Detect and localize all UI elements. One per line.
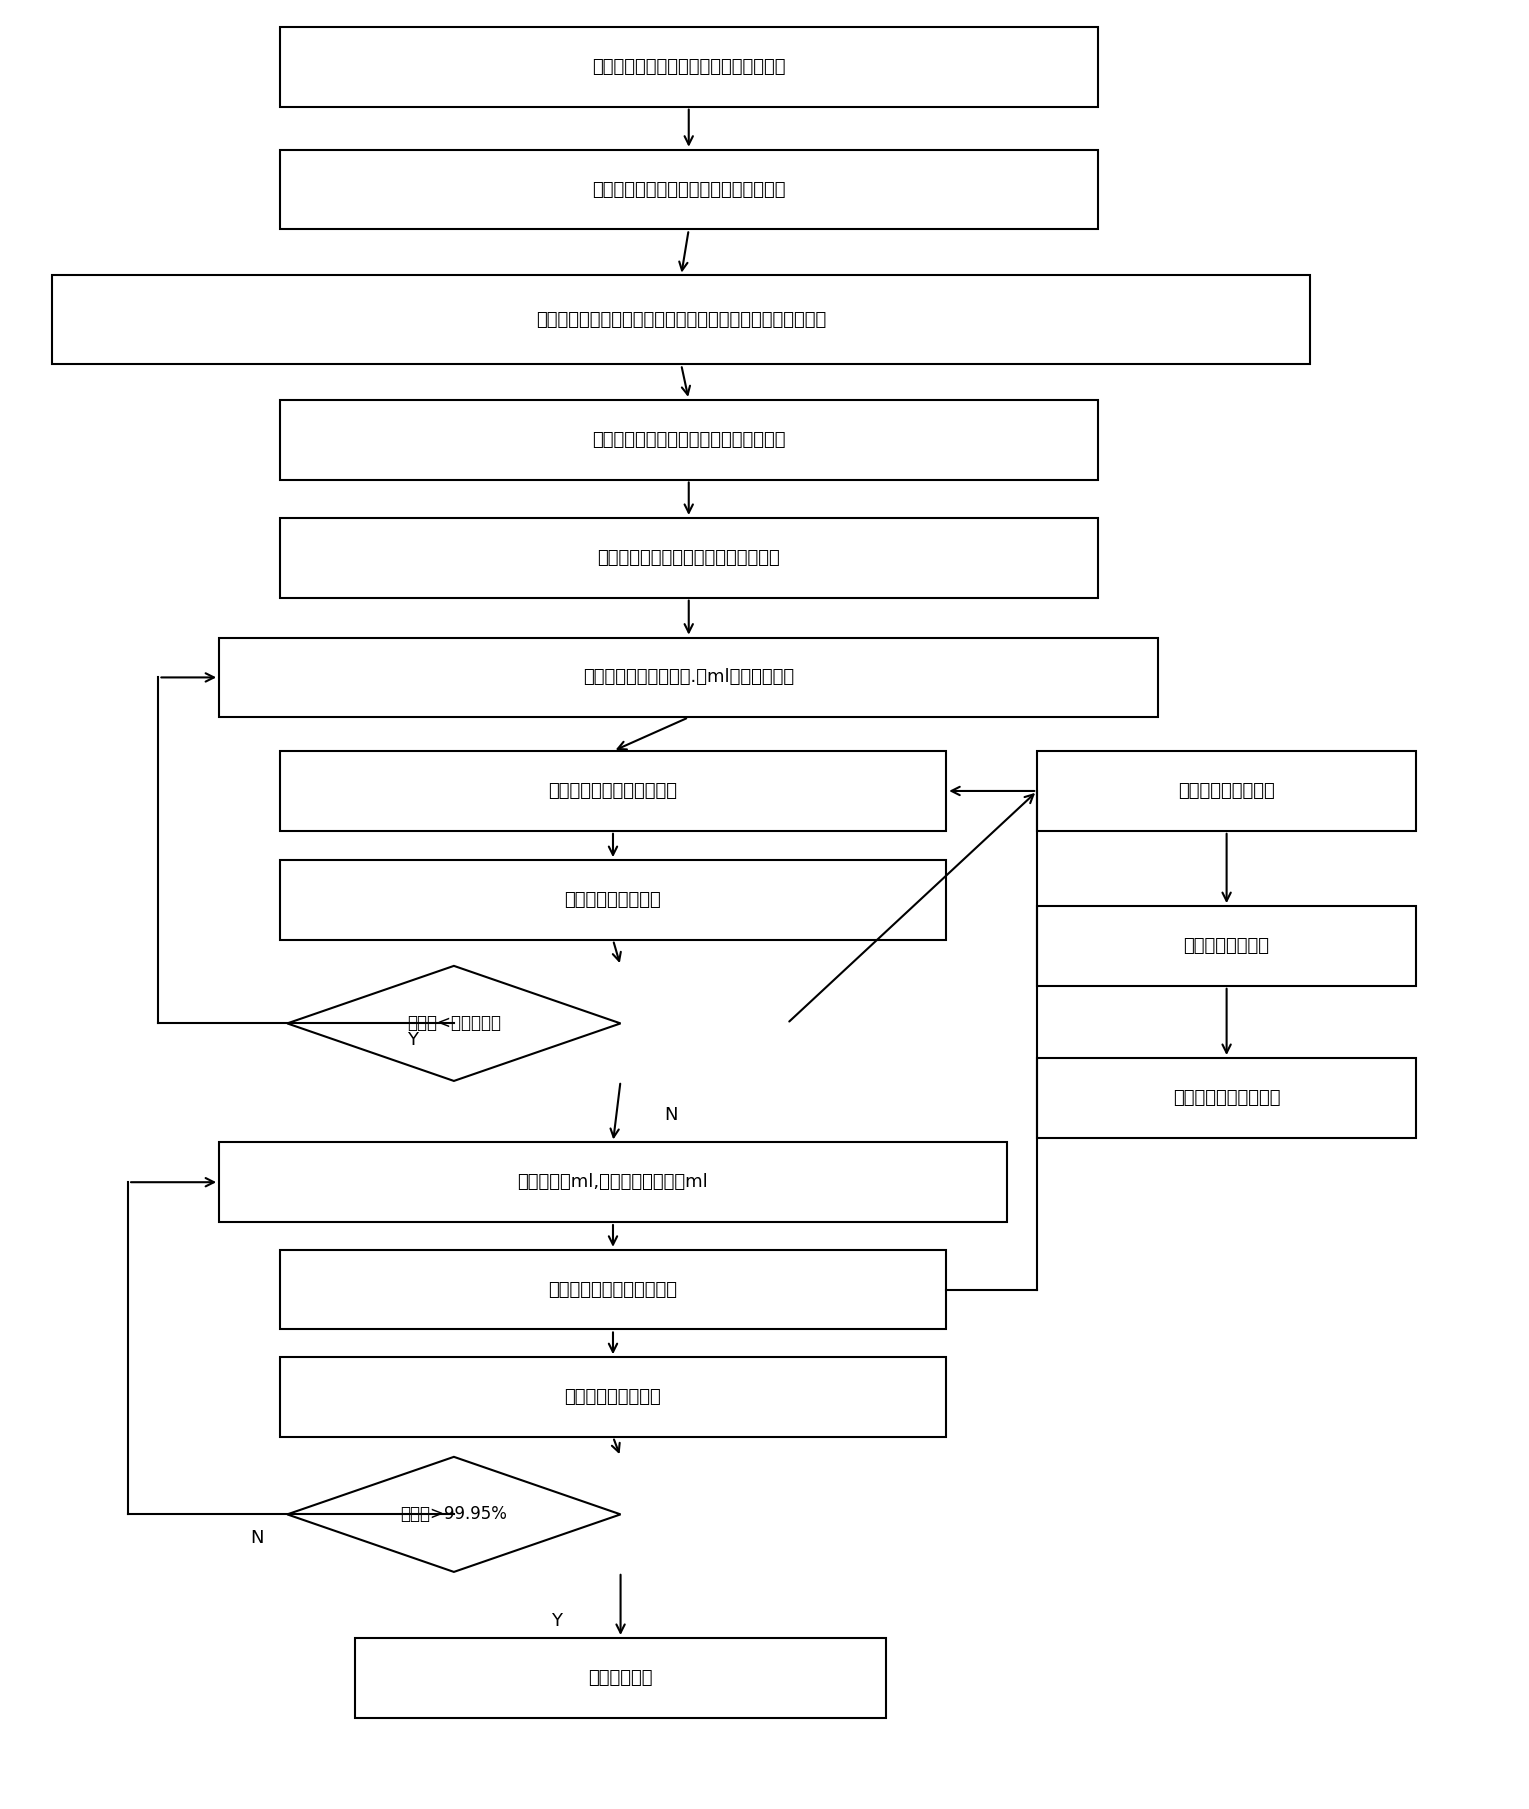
FancyBboxPatch shape <box>280 517 1098 597</box>
Text: 实验暂停、混合液油水分离: 实验暂停、混合液油水分离 <box>549 781 677 800</box>
Polygon shape <box>287 1456 621 1572</box>
Text: Y: Y <box>552 1612 563 1630</box>
FancyBboxPatch shape <box>1037 1058 1416 1138</box>
Text: 按图１所示连接实验装置并装入饱水岩心: 按图１所示连接实验装置并装入饱水岩心 <box>592 58 786 76</box>
Text: 用装满盐水溶液的中间容器更换原中间容器，并更换油路管线: 用装满盐水溶液的中间容器更换原中间容器，并更换油路管线 <box>537 311 826 329</box>
FancyBboxPatch shape <box>1037 751 1416 830</box>
Text: 按比例额稀释地层水: 按比例额稀释地层水 <box>1179 781 1275 800</box>
Text: 计算稀释前水样电阻率: 计算稀释前水样电阻率 <box>1173 1089 1280 1107</box>
Text: 开展油驱水实验，驱替岩心至束缚水状态: 开展油驱水实验，驱替岩心至束缚水状态 <box>592 181 786 199</box>
Text: 出液见水后，每出油０.２ml采集样品１次: 出液见水后，每出油０.２ml采集样品１次 <box>583 669 794 686</box>
FancyBboxPatch shape <box>280 400 1098 479</box>
Text: 测量稀释液电阻率: 测量稀释液电阻率 <box>1183 937 1269 955</box>
Text: 产水率<４倍产油率: 产水率<４倍产油率 <box>407 1015 502 1033</box>
FancyBboxPatch shape <box>280 751 946 830</box>
FancyBboxPatch shape <box>1037 906 1416 986</box>
Text: Y: Y <box>408 1031 419 1049</box>
Text: 计算产水率、产油率: 计算产水率、产油率 <box>564 890 662 908</box>
FancyBboxPatch shape <box>219 1141 1008 1223</box>
FancyBboxPatch shape <box>52 275 1310 364</box>
Text: 含水率>99.95%: 含水率>99.95% <box>401 1505 508 1523</box>
FancyBboxPatch shape <box>280 150 1098 230</box>
Text: 注意观测出液见水点，并记录见水时间: 注意观测出液见水点，并记录见水时间 <box>598 548 780 566</box>
FancyBboxPatch shape <box>219 637 1159 718</box>
Text: 每出液２０ml,采集一次混合液１ml: 每出液２０ml,采集一次混合液１ml <box>518 1174 708 1190</box>
FancyBboxPatch shape <box>280 1357 946 1436</box>
FancyBboxPatch shape <box>355 1637 885 1719</box>
Text: N: N <box>251 1529 263 1547</box>
Text: 开始水驱实验，实验计时同时记录排液量: 开始水驱实验，实验计时同时记录排液量 <box>592 431 786 449</box>
Polygon shape <box>287 966 621 1082</box>
Text: 驱替实验结束: 驱替实验结束 <box>589 1668 653 1686</box>
Text: N: N <box>664 1105 677 1123</box>
Text: 实验暂停、混合液油水分离: 实验暂停、混合液油水分离 <box>549 1281 677 1299</box>
FancyBboxPatch shape <box>280 27 1098 107</box>
FancyBboxPatch shape <box>280 1250 946 1330</box>
Text: 计算含水率、含油率: 计算含水率、含油率 <box>564 1388 662 1406</box>
FancyBboxPatch shape <box>280 859 946 941</box>
